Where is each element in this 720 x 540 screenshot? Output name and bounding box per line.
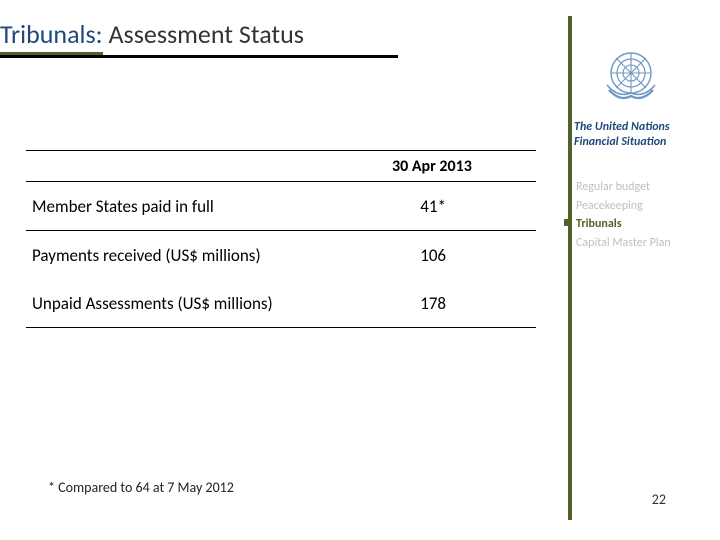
- nav-item-tribunals[interactable]: Tribunals: [564, 215, 704, 234]
- row-label: Member States paid in full: [26, 196, 330, 217]
- table-row: Member States paid in full 41*: [26, 182, 536, 231]
- table-header-spacer: [26, 157, 328, 176]
- row-value: 41*: [330, 196, 536, 217]
- slide-title: Tribunals: Assessment Status: [0, 18, 304, 50]
- table-row: Payments received (US$ millions) 106: [26, 231, 536, 279]
- un-logo: [596, 40, 666, 110]
- page-number: 22: [652, 491, 666, 508]
- slide: Tribunals: Assessment Status The United …: [0, 0, 720, 540]
- footnote: * Compared to 64 at 7 May 2012: [48, 479, 234, 496]
- assessment-table: 30 Apr 2013 Member States paid in full 4…: [26, 150, 536, 328]
- row-value: 106: [330, 245, 536, 266]
- title-highlight: Tribunals:: [0, 18, 103, 55]
- brand-subtitle: The United Nations Financial Situation: [574, 120, 704, 150]
- table-row: Unpaid Assessments (US$ millions) 178: [26, 279, 536, 328]
- nav-item-regular-budget[interactable]: Regular budget: [564, 178, 704, 197]
- table-header-row: 30 Apr 2013: [26, 150, 536, 182]
- title-block: Tribunals: Assessment Status: [0, 18, 304, 50]
- nav-list: Regular budget Peacekeeping Tribunals Ca…: [564, 178, 704, 252]
- title-underline: [0, 55, 398, 58]
- row-label: Unpaid Assessments (US$ millions): [26, 293, 330, 314]
- table-header-date: 30 Apr 2013: [328, 157, 536, 176]
- row-label: Payments received (US$ millions): [26, 245, 330, 266]
- nav-item-peacekeeping[interactable]: Peacekeeping: [564, 197, 704, 216]
- vertical-divider: [568, 16, 572, 520]
- nav-item-capital-master-plan[interactable]: Capital Master Plan: [564, 234, 704, 253]
- title-rest: Assessment Status: [103, 18, 304, 50]
- row-value: 178: [330, 293, 536, 314]
